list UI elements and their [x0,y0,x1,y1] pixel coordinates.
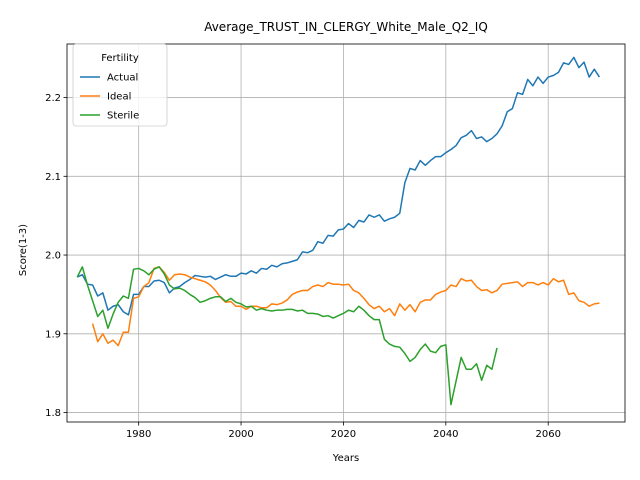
y-tick-label: 1.9 [45,329,61,340]
series-line-ideal [91,266,600,347]
plot-frame [66,43,626,423]
legend-box [72,43,168,127]
chart-title: Average_TRUST_IN_CLERGY_White_Male_Q2_IQ [204,20,488,34]
x-axis-label: Years [332,453,359,464]
series-line-sterile [76,266,498,406]
y-tick-label: 1.8 [45,408,61,419]
legend-label-actual: Actual [107,73,138,84]
y-tick-label: 2.1 [45,172,61,183]
y-tick-label: 2.2 [45,93,61,104]
x-tick-label: 2040 [433,429,458,440]
grid-lines [67,44,625,422]
legend: Fertility Actual Ideal Sterile [72,43,168,127]
x-tick-label: 2020 [331,429,356,440]
x-axis: 1980 2000 2020 2040 2060 [126,422,561,440]
y-axis: 1.8 1.9 2.0 2.1 2.2 [45,93,67,419]
y-axis-label: Score(1-3) [18,224,29,276]
legend-label-ideal: Ideal [107,92,131,103]
legend-items: Actual Ideal Sterile [80,73,139,122]
x-tick-label: 2060 [535,429,560,440]
y-tick-label: 2.0 [45,251,61,262]
legend-title: Fertility [101,53,139,64]
x-tick-label: 1980 [126,429,151,440]
x-tick-label: 2000 [228,429,253,440]
series-line-actual [76,56,601,316]
legend-label-sterile: Sterile [107,111,139,122]
series-lines [76,56,601,406]
